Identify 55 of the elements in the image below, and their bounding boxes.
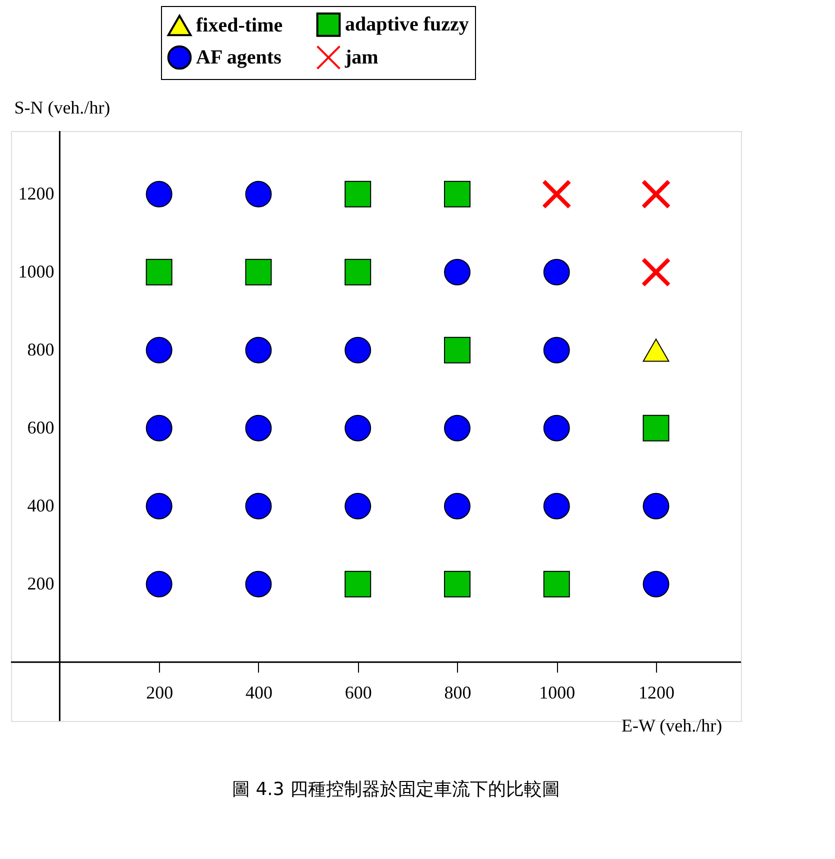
- y-tick-label: 1200: [18, 184, 54, 204]
- point: [543, 492, 570, 520]
- point: [642, 338, 670, 362]
- x-tick-label: 400: [245, 682, 272, 703]
- point: [245, 180, 272, 208]
- point: [245, 570, 272, 598]
- caption: 圖 4.3 四種控制器於固定車流下的比較圖: [232, 779, 560, 800]
- point: [542, 179, 572, 209]
- point: [245, 492, 272, 520]
- y-tick-label: 1000: [18, 262, 54, 282]
- y-tick-label: 200: [27, 574, 54, 594]
- point: [344, 570, 372, 598]
- x-tick-label: 600: [344, 682, 372, 703]
- point: [245, 258, 272, 286]
- point: [444, 180, 470, 208]
- legend-label: AF agents: [196, 46, 282, 68]
- y-tick-label: 800: [27, 340, 54, 360]
- point: [444, 258, 470, 286]
- point: [146, 336, 172, 364]
- point: [444, 492, 470, 520]
- point: [543, 258, 570, 286]
- point: [146, 414, 172, 442]
- point: [146, 492, 172, 520]
- point: [641, 257, 671, 287]
- point: [146, 258, 172, 286]
- point: [641, 179, 671, 209]
- point: [344, 336, 372, 364]
- y-tick-label: 600: [27, 418, 54, 438]
- point: [543, 570, 570, 598]
- point: [344, 492, 372, 520]
- point: [642, 570, 670, 598]
- point: [344, 180, 372, 208]
- point: [444, 336, 470, 364]
- point: [543, 414, 570, 442]
- x-tick-label: 800: [444, 682, 472, 703]
- point: [543, 336, 570, 364]
- point: [245, 414, 272, 442]
- legend-label: fixed-time: [196, 14, 283, 36]
- y-tick-label: 400: [27, 496, 54, 516]
- point: [146, 570, 172, 598]
- point: [444, 414, 470, 442]
- point: [146, 180, 172, 208]
- point: [344, 258, 372, 286]
- x-tick-label: 200: [146, 682, 174, 703]
- point: [245, 336, 272, 364]
- point: [642, 414, 670, 442]
- x-axis-title: E-W (veh./hr): [622, 716, 722, 736]
- legend-label: jam: [344, 46, 379, 68]
- point: [444, 570, 470, 598]
- x-tick-label: 1000: [539, 682, 576, 703]
- point: [642, 492, 670, 520]
- point: [344, 414, 372, 442]
- legend-label: adaptive fuzzy: [345, 14, 469, 36]
- y-axis-title: S-N (veh./hr): [14, 98, 110, 118]
- x-tick-label: 1200: [638, 682, 675, 703]
